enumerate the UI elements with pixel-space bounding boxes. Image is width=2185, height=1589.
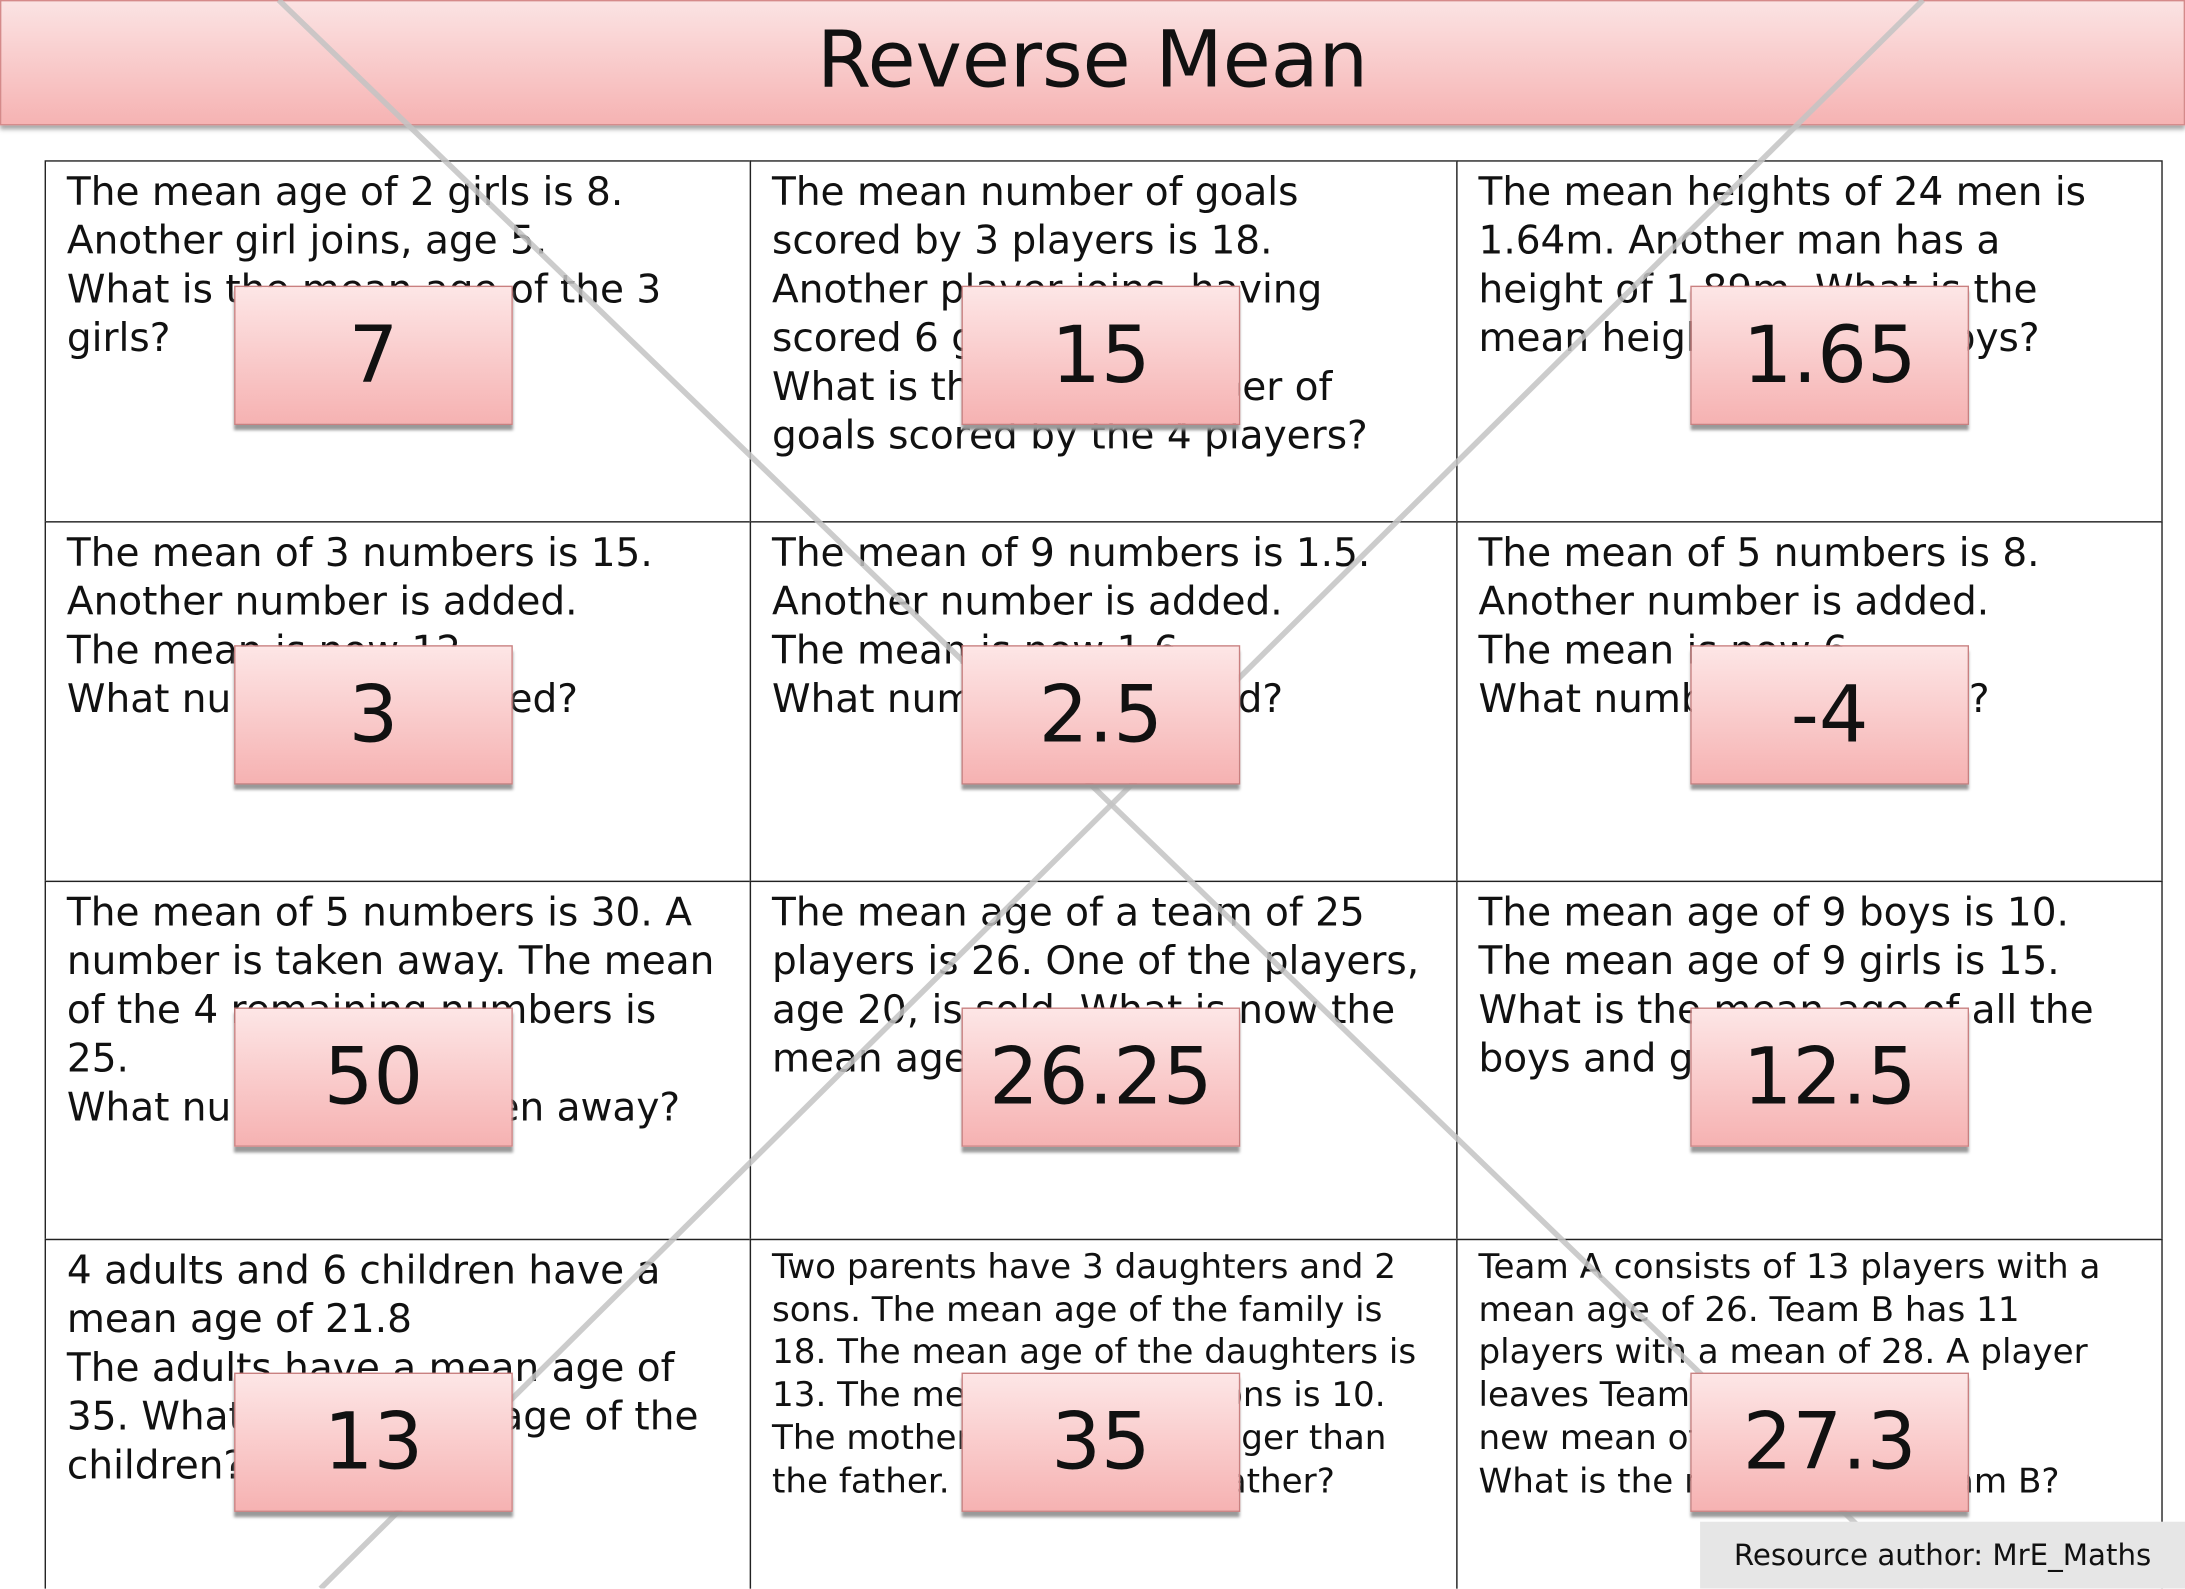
answer-box: 35 [961, 1372, 1241, 1512]
answer-box: 50 [234, 1007, 513, 1147]
question-line: 18. The mean age of the daughters is [771, 1331, 1417, 1372]
question-line: mean age of 26. Team B has 11 [1478, 1288, 2020, 1329]
question-cell: The mean number of goals scored by 3 play… [749, 160, 1458, 523]
question-line: The mean of 3 numbers is 15. [66, 529, 653, 576]
diagonal [318, 0, 1925, 1589]
answer-box: 2.5 [961, 645, 1241, 785]
question-line: sons. The mean age of the family is [771, 1288, 1383, 1329]
question-line: girls? [66, 314, 171, 361]
question-line: number is taken away. The mean [66, 937, 715, 984]
question-line: 25. [66, 1035, 129, 1082]
question-line: The mean age of 2 girls is 8. [66, 168, 624, 215]
question-line: 4 adults and 6 children have a [66, 1247, 661, 1294]
question-line: The mean of 5 numbers is 8. [1478, 529, 2040, 576]
answer-box: 26.25 [961, 1007, 1241, 1147]
question-line: Two parents have 3 daughters and 2 [771, 1245, 1397, 1287]
question-line: players is 26. One of the players, [771, 937, 1420, 984]
question-line: Team A consists of 13 players with a [1478, 1245, 2101, 1287]
question-line: The mean age of 9 girls is 15. [1478, 937, 2060, 984]
question-line: The mean number of goals [771, 168, 1299, 215]
header: Reverse Mean [0, 0, 2185, 126]
answer-box: 3 [234, 645, 513, 785]
question-line: 1.64m. Another man has a [1478, 217, 2001, 264]
question-line: The mean of 5 numbers is 30. A [66, 889, 692, 936]
question-line: players with a mean of 28. A player [1478, 1331, 2088, 1372]
footer: Resource author: MrE_Maths [1700, 1521, 2185, 1589]
question-line: children? [66, 1442, 245, 1489]
question-cell: The mean age of a team of 25 players is 2… [749, 880, 1458, 1241]
answer-box: 12.5 [1690, 1007, 1970, 1147]
diagonal [276, 0, 1925, 1589]
answer-box: 15 [961, 285, 1241, 426]
question-line: The mean age of a team of 25 [771, 889, 1365, 936]
question-line: Another number is added. [66, 578, 578, 625]
answer-box: 13 [234, 1372, 513, 1512]
question-line: The mean of 9 numbers is 1.5. [771, 529, 1371, 576]
answer-box: -4 [1690, 645, 1970, 785]
question-line: scored by 3 players is 18. [771, 217, 1273, 264]
answer-box: 27.3 [1690, 1372, 1970, 1512]
question-line: The mean heights of 24 men is [1478, 168, 2087, 215]
question-line: mean age of 21.8 [66, 1295, 412, 1342]
question-line: Another girl joins, age 5. [66, 217, 548, 264]
question-line: Another number is added. [771, 578, 1283, 625]
title: Reverse Mean [816, 15, 1369, 106]
answer-box: 1.65 [1690, 285, 1970, 426]
question-line: Another number is added. [1478, 578, 1990, 625]
question-line: The mean age of 9 boys is 10. [1478, 889, 2069, 936]
answer-box: 7 [234, 285, 513, 426]
